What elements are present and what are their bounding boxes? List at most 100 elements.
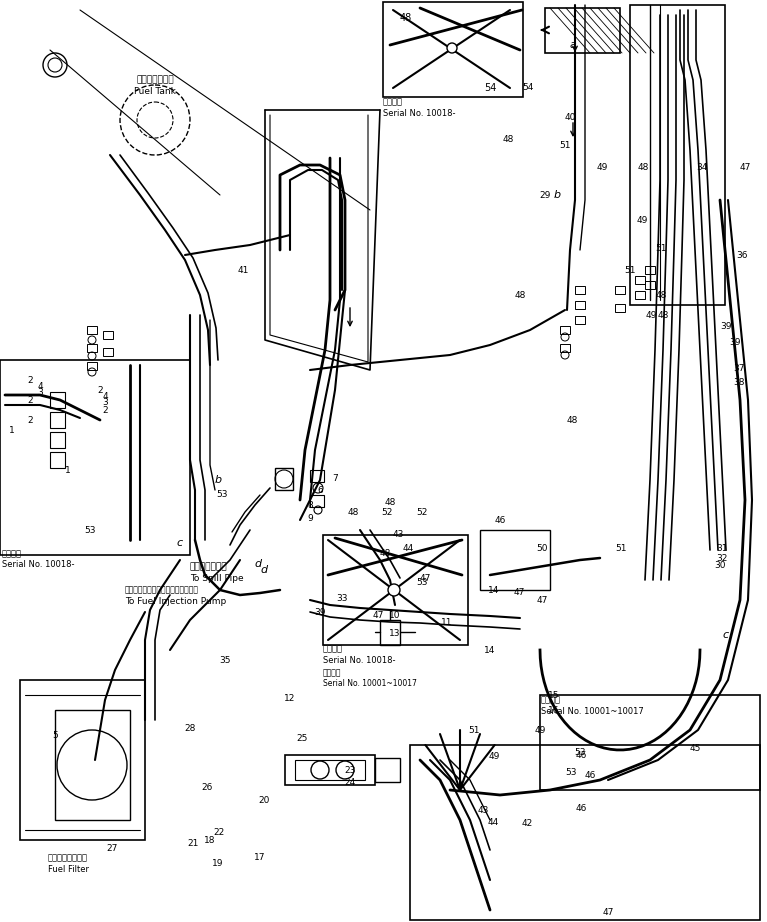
Text: 40: 40 (565, 113, 576, 123)
Text: d: d (255, 559, 262, 569)
Text: 39: 39 (720, 322, 732, 330)
Text: 適用号機: 適用号機 (323, 644, 343, 654)
Text: 12: 12 (285, 693, 296, 703)
Text: 54: 54 (484, 83, 496, 93)
Text: 20: 20 (258, 796, 270, 805)
Text: 24: 24 (344, 777, 356, 786)
Text: 8: 8 (307, 501, 313, 510)
Text: 7: 7 (332, 474, 338, 482)
Text: フェエルフィルタ: フェエルフィルタ (48, 854, 88, 862)
Bar (20, 680, 145, 840)
Text: 32: 32 (716, 553, 728, 562)
Bar (380, 620, 400, 645)
Bar (87, 326, 97, 334)
Text: 25: 25 (296, 734, 308, 742)
Text: 53: 53 (216, 490, 228, 499)
Bar (310, 470, 324, 482)
Text: 48: 48 (400, 13, 412, 23)
Text: 10: 10 (389, 610, 400, 620)
Text: 49: 49 (596, 163, 607, 172)
Text: スピルパイプへ: スピルパイプへ (190, 562, 228, 572)
Bar (540, 695, 760, 790)
Text: 48: 48 (384, 498, 396, 506)
Bar (575, 316, 585, 324)
Bar (87, 344, 97, 352)
Text: 23: 23 (344, 765, 356, 774)
Bar (575, 301, 585, 309)
Text: 適用号機: 適用号機 (2, 550, 22, 559)
Bar (560, 344, 570, 352)
Text: a: a (570, 40, 577, 50)
Bar (645, 281, 655, 289)
Text: 46: 46 (575, 751, 587, 760)
Text: 53: 53 (84, 526, 96, 535)
Bar (645, 266, 655, 274)
Text: 2: 2 (27, 416, 33, 424)
Text: 37: 37 (733, 363, 745, 372)
Bar (630, 5, 725, 305)
Text: 30: 30 (714, 561, 726, 570)
Text: 46: 46 (575, 803, 587, 812)
Text: 44: 44 (487, 818, 499, 826)
Text: 1: 1 (65, 466, 71, 475)
Text: d: d (261, 565, 268, 575)
Text: 49: 49 (535, 726, 545, 735)
Text: 6: 6 (317, 486, 323, 494)
Text: Serial No. 10018-: Serial No. 10018- (2, 560, 74, 569)
Circle shape (388, 584, 400, 596)
Text: 47: 47 (513, 587, 525, 597)
Circle shape (447, 43, 457, 53)
Text: b: b (554, 190, 561, 200)
Text: 16: 16 (548, 705, 560, 715)
Text: Serial No. 10018-: Serial No. 10018- (323, 656, 396, 665)
Text: 47: 47 (372, 610, 384, 620)
Bar (50, 432, 65, 448)
Text: 47: 47 (536, 596, 548, 605)
Text: 39: 39 (729, 337, 741, 347)
Text: 51: 51 (655, 243, 667, 253)
Text: 15: 15 (548, 691, 560, 700)
Text: 51: 51 (615, 543, 627, 552)
Text: 46: 46 (494, 515, 505, 525)
Text: 52: 52 (416, 507, 428, 516)
Bar (50, 412, 65, 428)
Text: 2: 2 (102, 406, 108, 415)
Text: 41: 41 (237, 266, 249, 275)
Text: 29: 29 (539, 191, 551, 199)
Text: 51: 51 (468, 726, 479, 735)
Bar (55, 710, 130, 820)
Bar (635, 291, 645, 299)
Bar (375, 758, 400, 782)
Text: c: c (723, 630, 729, 640)
Text: b: b (215, 475, 222, 485)
Bar (615, 286, 625, 294)
Bar (50, 452, 65, 468)
Text: 2: 2 (27, 396, 33, 405)
Bar (87, 362, 97, 370)
Bar (560, 326, 570, 334)
Text: 34: 34 (696, 163, 708, 172)
Bar (103, 331, 113, 339)
Bar (383, 2, 523, 97)
Text: 17: 17 (254, 853, 265, 861)
Text: 52: 52 (381, 507, 393, 516)
Text: Serial No. 10001~10017: Serial No. 10001~10017 (541, 706, 644, 715)
Text: To Spill Pipe: To Spill Pipe (190, 573, 244, 583)
Text: 38: 38 (733, 377, 745, 386)
Bar (103, 348, 113, 356)
Text: 48: 48 (515, 290, 525, 300)
Text: Fuel Tank: Fuel Tank (134, 88, 176, 97)
Text: 47: 47 (739, 163, 751, 172)
Text: 33: 33 (336, 594, 347, 602)
Text: 49: 49 (489, 751, 499, 761)
Text: フェエルインジェクションポンプへ: フェエルインジェクションポンプへ (125, 585, 199, 595)
Text: 27: 27 (107, 844, 117, 853)
Text: 31: 31 (716, 543, 728, 552)
Text: To Fuel Injection Pump: To Fuel Injection Pump (125, 597, 226, 606)
Text: 適用号機: 適用号機 (541, 695, 561, 704)
Text: 47: 47 (602, 907, 614, 916)
Text: 5: 5 (52, 730, 58, 739)
Bar (575, 286, 585, 294)
Text: 14: 14 (484, 645, 495, 655)
Text: 22: 22 (213, 828, 225, 836)
